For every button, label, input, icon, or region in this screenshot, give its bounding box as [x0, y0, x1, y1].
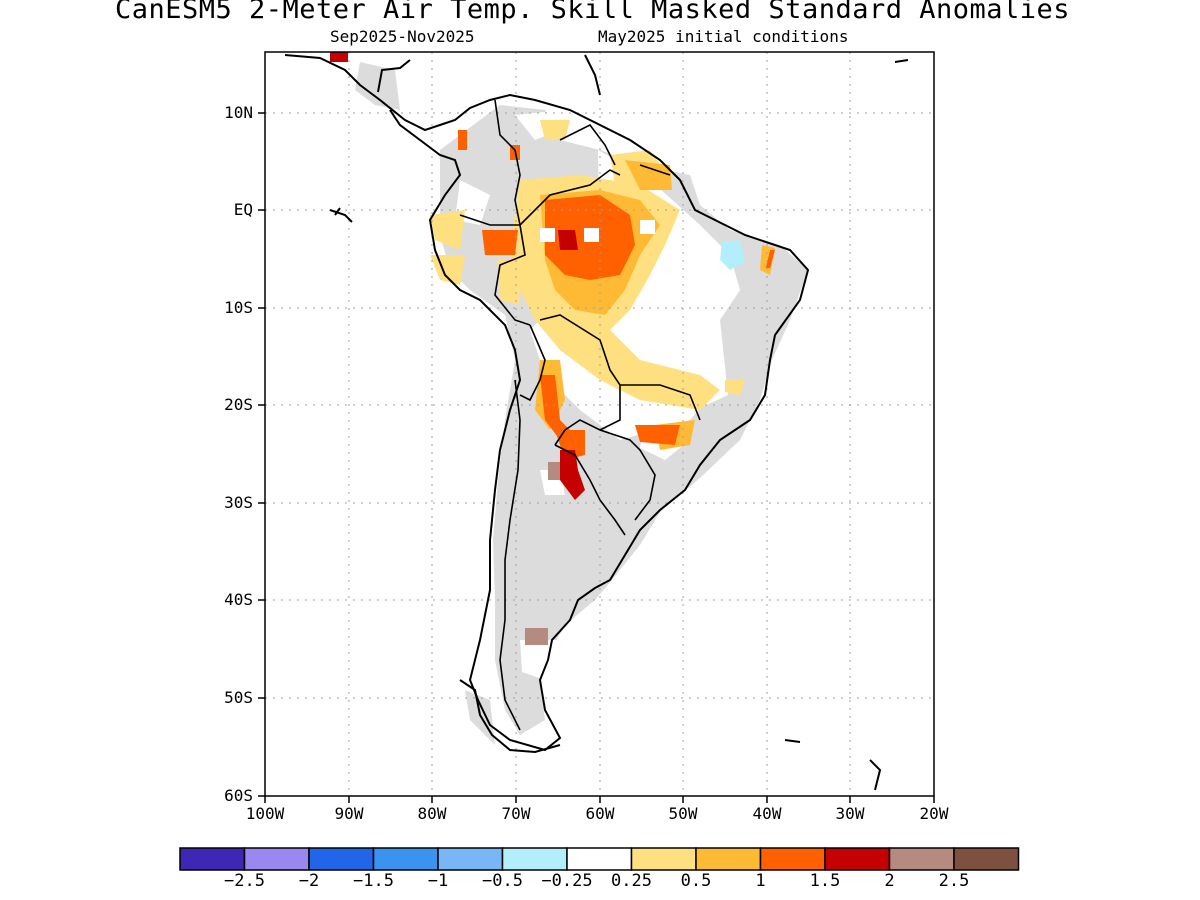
map-content — [265, 52, 934, 796]
borders — [459, 99, 701, 731]
subtitle-init: May2025 initial conditions — [598, 27, 849, 46]
colorbar-label: 1 — [755, 871, 766, 891]
lat-label: 20S — [224, 395, 253, 414]
colorbar-swatch — [243, 847, 310, 871]
colorbar-swatch — [824, 847, 891, 871]
lon-label: 100W — [245, 804, 285, 823]
lon-label: 80W — [417, 804, 447, 823]
colorbar-label: −1.5 — [353, 871, 394, 891]
lon-label: 90W — [334, 804, 364, 823]
map-title: CanESM5 2-Meter Air Temp. Skill Masked S… — [114, 0, 1071, 25]
colorbar-swatch — [888, 847, 955, 871]
colorbar-label: 1.5 — [809, 871, 841, 891]
anomaly-15-2 — [330, 52, 585, 500]
anomaly-neg — [720, 240, 745, 270]
colorbar-swatch — [179, 847, 246, 871]
lon-label: 30W — [835, 804, 865, 823]
lon-label: 70W — [501, 804, 531, 823]
colorbar-label: −0.25 — [541, 871, 593, 891]
subtitle-period: Sep2025-Nov2025 — [330, 27, 475, 46]
colorbar-swatch — [695, 847, 762, 871]
colorbar-label: 0.5 — [680, 871, 712, 891]
lon-label: 60W — [585, 804, 615, 823]
lat-label: 40S — [224, 590, 253, 609]
lon-label: 50W — [668, 804, 698, 823]
lat-label: 30S — [224, 493, 253, 512]
colorbar-label: −1 — [427, 871, 449, 891]
colorbar-swatch — [953, 847, 1020, 871]
colorbar-swatch — [308, 847, 375, 871]
colorbar-label: −2 — [298, 871, 320, 891]
axis-ticks — [258, 112, 935, 803]
colorbar-swatch — [759, 847, 826, 871]
colorbar-label: −2.5 — [224, 871, 265, 891]
colorbar-swatch — [630, 847, 697, 871]
colorbar — [179, 847, 1020, 871]
anomaly-2-25 — [525, 462, 560, 645]
colorbar-label: 0.25 — [611, 871, 652, 891]
coastline — [284, 54, 909, 791]
colorbar-label: 2 — [884, 871, 895, 891]
lon-label: 20W — [919, 804, 949, 823]
lat-label: 10S — [224, 298, 253, 317]
colorbar-label: 2.5 — [938, 871, 970, 891]
colorbar-swatch — [437, 847, 504, 871]
colorbar-swatch — [501, 847, 568, 871]
lat-label: 60S — [224, 786, 253, 805]
lon-label: 40W — [752, 804, 782, 823]
lat-label: 50S — [224, 688, 253, 707]
lat-label: 10N — [224, 103, 253, 122]
colorbar-label: −0.5 — [482, 871, 523, 891]
colorbar-swatch — [566, 847, 633, 871]
colorbar-swatch — [372, 847, 439, 871]
lat-label: EQ — [233, 200, 253, 219]
